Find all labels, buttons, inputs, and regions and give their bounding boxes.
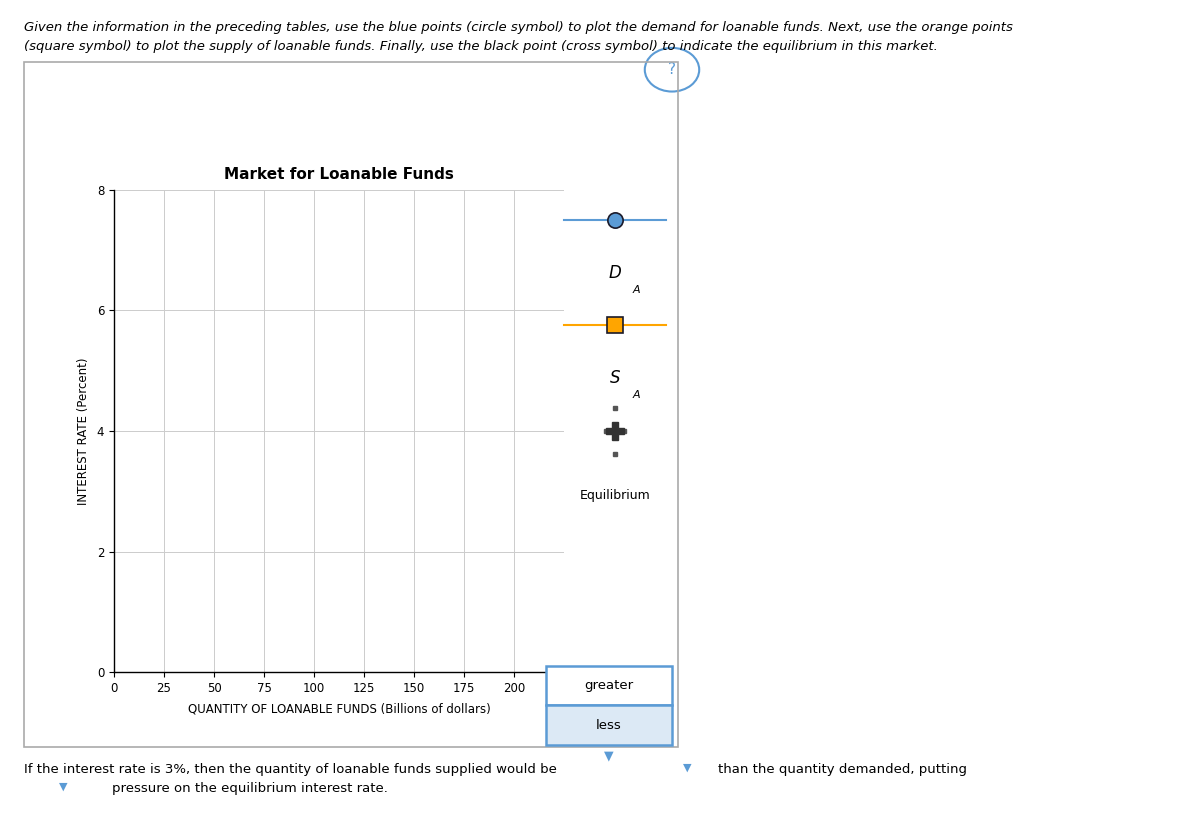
Title: Market for Loanable Funds: Market for Loanable Funds: [224, 167, 454, 182]
Text: than the quantity demanded, putting: than the quantity demanded, putting: [718, 763, 967, 776]
Text: Given the information in the preceding tables, use the blue points (circle symbo: Given the information in the preceding t…: [24, 21, 1013, 34]
Text: (square symbol) to plot the supply of loanable funds. Finally, use the black poi: (square symbol) to plot the supply of lo…: [24, 40, 938, 53]
Text: A: A: [632, 285, 640, 295]
Text: ▼: ▼: [604, 749, 614, 762]
Text: Equilibrium: Equilibrium: [580, 489, 650, 502]
Text: greater: greater: [584, 679, 634, 692]
X-axis label: QUANTITY OF LOANABLE FUNDS (Billions of dollars): QUANTITY OF LOANABLE FUNDS (Billions of …: [187, 702, 491, 715]
Text: pressure on the equilibrium interest rate.: pressure on the equilibrium interest rat…: [112, 782, 388, 795]
Text: If the interest rate is 3%, then the quantity of loanable funds supplied would b: If the interest rate is 3%, then the qua…: [24, 763, 557, 776]
Text: ▼: ▼: [683, 763, 692, 773]
Text: ?: ?: [668, 62, 676, 78]
Y-axis label: INTEREST RATE (Percent): INTEREST RATE (Percent): [77, 357, 90, 505]
Text: ▼: ▼: [59, 782, 68, 792]
Text: less: less: [596, 719, 622, 732]
Text: A: A: [632, 390, 640, 400]
Text: D: D: [608, 264, 622, 281]
Text: S: S: [610, 370, 620, 387]
